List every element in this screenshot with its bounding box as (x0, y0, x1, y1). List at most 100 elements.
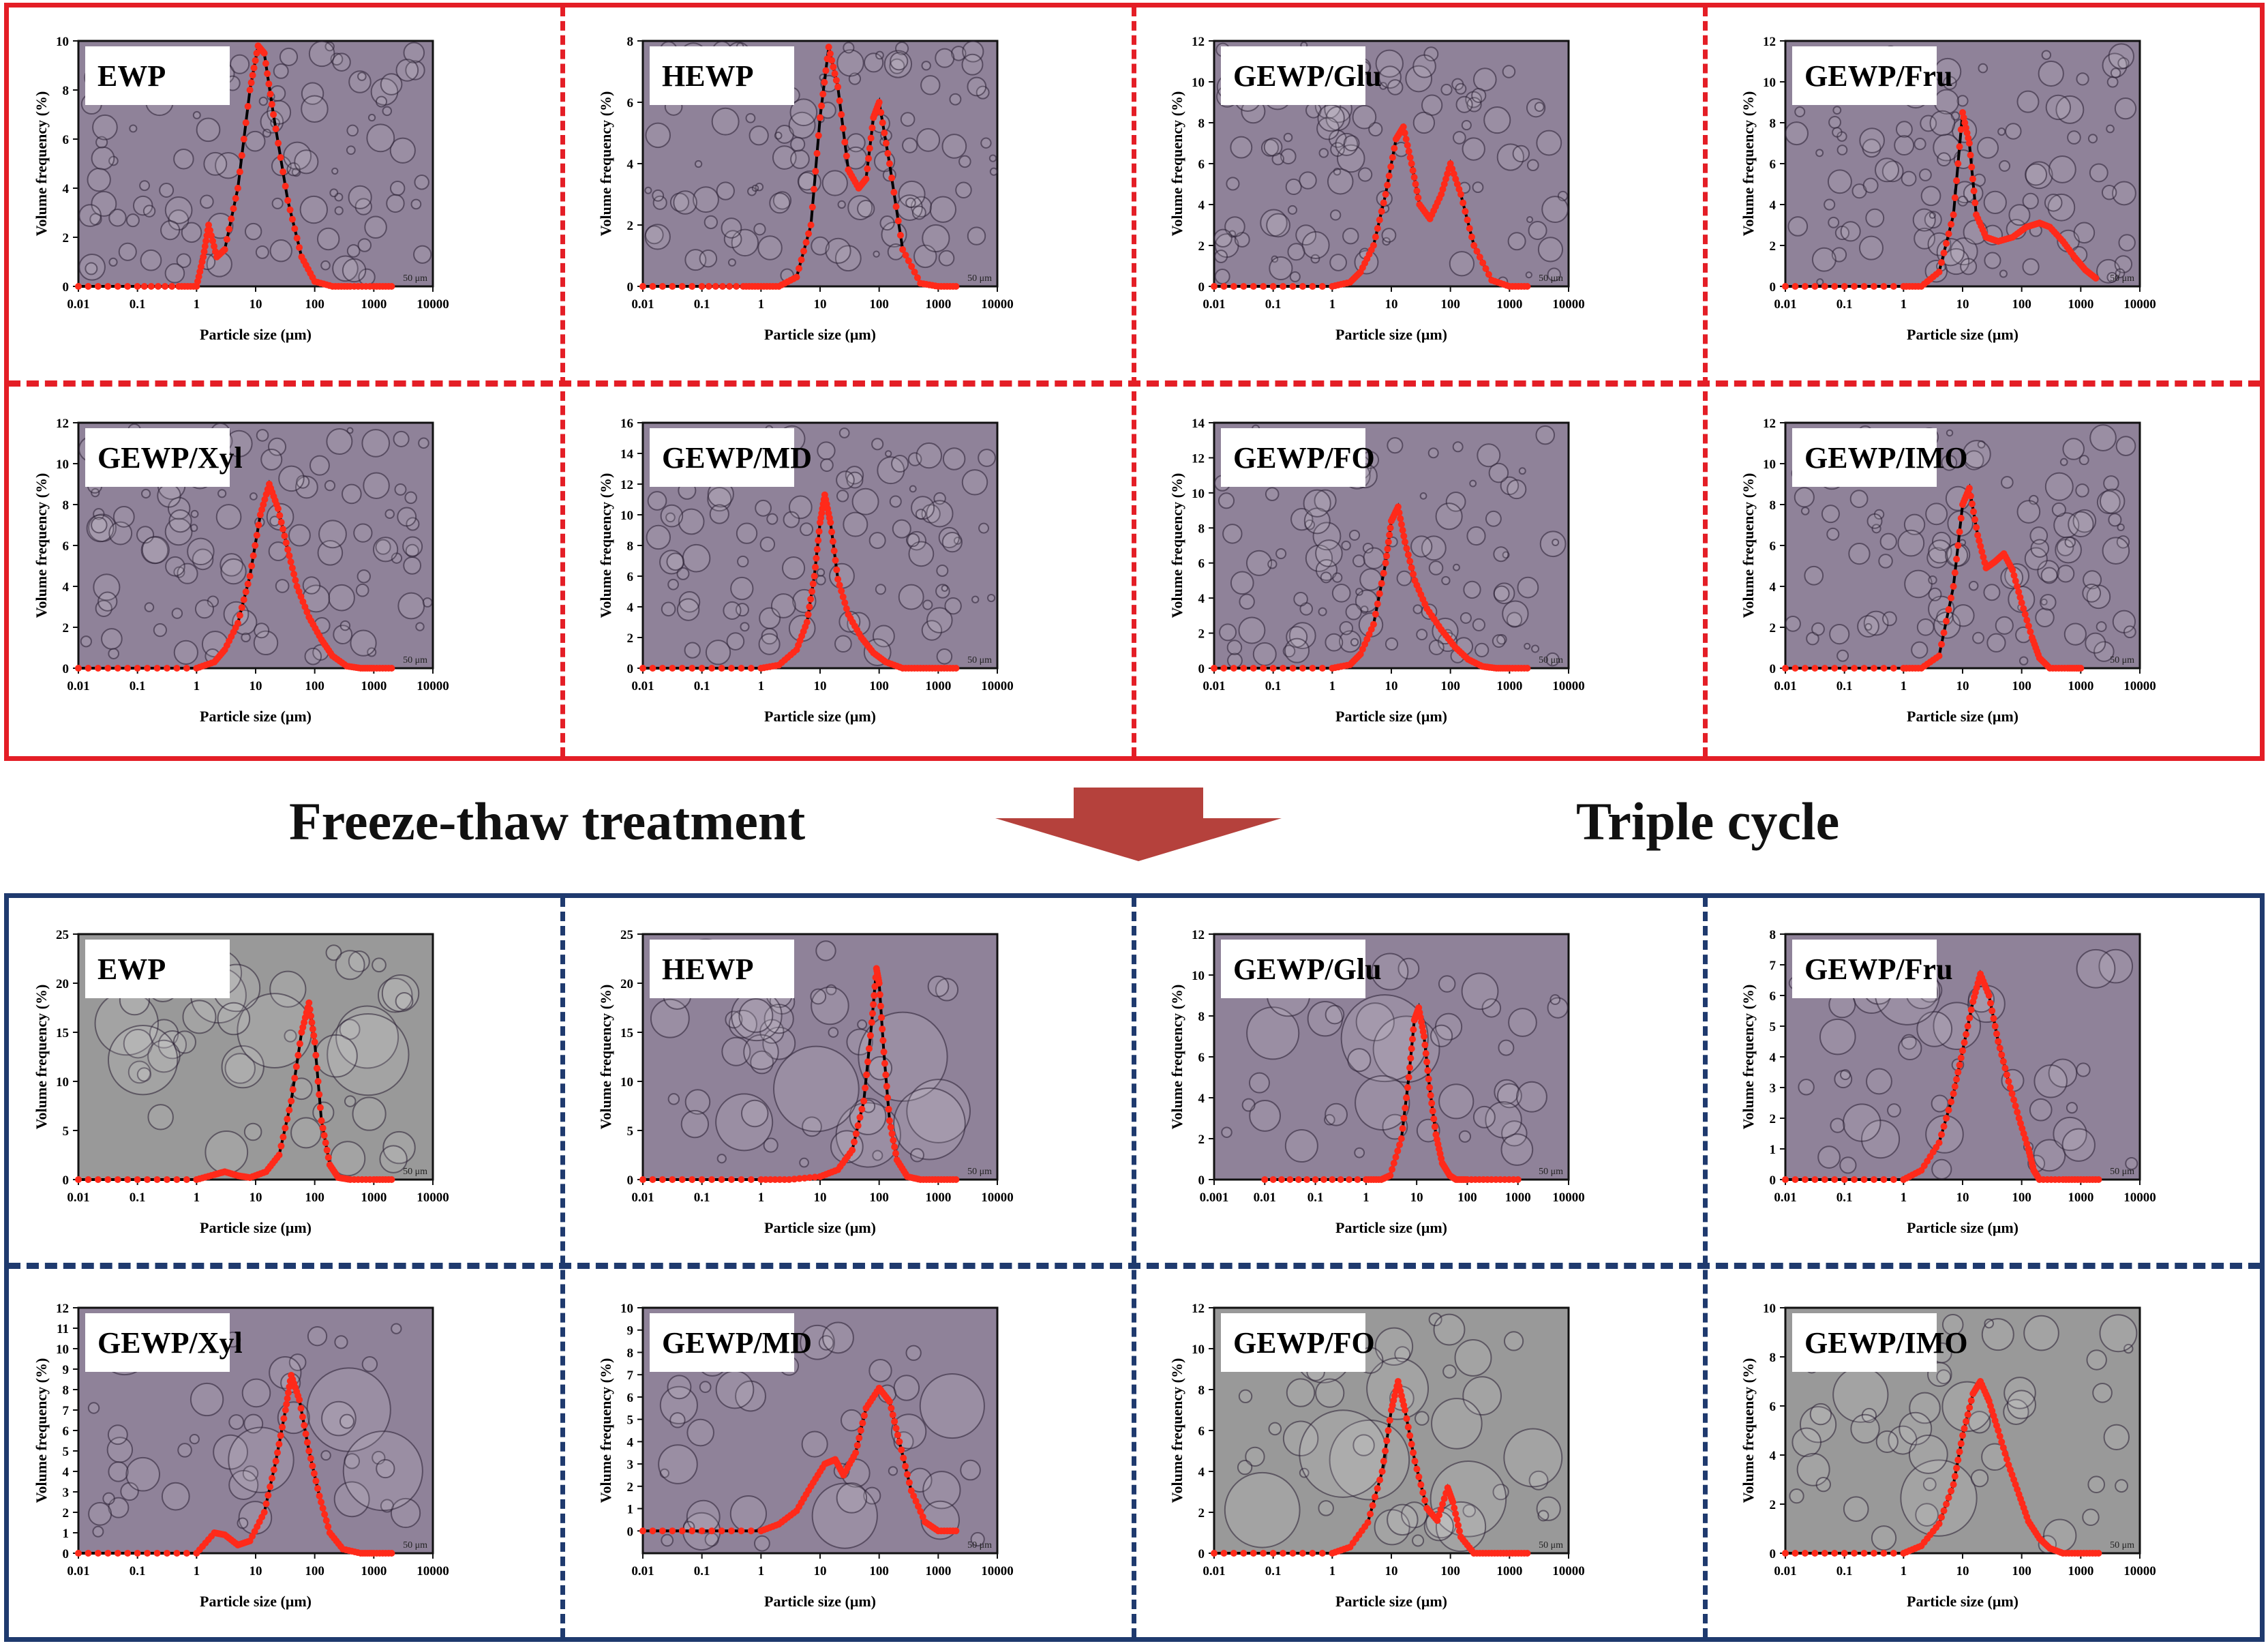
y-axis-label: Volume frequency (%) (597, 91, 614, 237)
data-point (162, 283, 169, 290)
data-point (322, 1139, 329, 1146)
droplet (1428, 560, 1444, 575)
data-point (678, 1527, 686, 1535)
scale-bar-label: 50 μm (967, 655, 992, 665)
down-arrow-icon (995, 788, 1282, 861)
droplet (820, 458, 834, 473)
panel-after-GEWP-FO: 0 2 4 6 8 10 12 0.01 0.1 1 10 100 1000 10000 Particle … (1149, 1280, 1695, 1635)
y-tick-label: 0 (1198, 1173, 1205, 1188)
x-axis-label: Particle size (μm) (1335, 1219, 1447, 1236)
droplet (667, 1093, 680, 1105)
title-box (650, 428, 794, 487)
droplet (2044, 472, 2074, 501)
droplet (927, 975, 950, 998)
data-point (144, 1176, 151, 1183)
data-point (860, 1412, 868, 1420)
data-point (1938, 1514, 1946, 1521)
data-point (1220, 283, 1228, 290)
droplet (372, 957, 387, 973)
data-point (886, 160, 893, 167)
droplet (258, 96, 269, 106)
y-tick-label: 10 (56, 35, 69, 49)
panel-after-HEWP: 0 5 10 15 20 25 0.01 0.1 1 10 100 1000 10000 Particle… (578, 907, 1123, 1261)
data-point (825, 44, 832, 50)
y-tick-label: 2 (627, 631, 634, 646)
droplet (413, 245, 432, 264)
droplet (1488, 462, 1509, 483)
sample-title: GEWP/FO (1233, 441, 1375, 475)
data-point (267, 91, 274, 98)
data-point (1250, 665, 1257, 672)
data-point (275, 1152, 283, 1158)
data-point (114, 1176, 121, 1183)
droplet (895, 42, 909, 56)
data-point (1963, 1418, 1970, 1425)
data-point (1440, 181, 1448, 188)
data-point (1428, 1100, 1436, 1107)
droplet (2008, 204, 2031, 226)
data-point (903, 1471, 911, 1478)
droplet (205, 1130, 249, 1174)
droplet (1798, 1079, 1815, 1096)
droplet (941, 532, 963, 553)
panel-after-EWP: 0 5 10 15 20 25 0.01 0.1 1 10 100 1000 10000 Particle… (14, 907, 559, 1261)
droplet (346, 124, 359, 137)
data-point (286, 206, 294, 213)
data-point (2025, 623, 2032, 629)
data-point (836, 582, 843, 589)
data-point (104, 1550, 112, 1557)
droplet (2099, 488, 2126, 514)
data-point (718, 1176, 725, 1183)
droplet (147, 1039, 181, 1073)
droplet (2116, 535, 2130, 549)
droplet (800, 1324, 835, 1360)
x-tick-label: 1000 (925, 297, 951, 312)
y-tick-label: 12 (620, 478, 633, 492)
droplet (92, 1525, 104, 1538)
y-tick-label: 15 (620, 1026, 633, 1040)
droplet (2073, 222, 2096, 244)
data-point (1951, 569, 1959, 576)
panel-after-GEWP-Fru: 0 1 2 3 4 5 6 7 8 0.01 0.1 1 10 100 1000 10000 Particle … (1721, 907, 2266, 1261)
droplet (1230, 571, 1254, 595)
droplet (327, 1013, 410, 1096)
droplet (220, 558, 247, 585)
droplet (1327, 168, 1354, 195)
droplet (1531, 644, 1540, 653)
droplet (1931, 1094, 1949, 1113)
data-point (1387, 163, 1395, 170)
data-point (1841, 1550, 1848, 1557)
data-point (1943, 1501, 1950, 1508)
droplet (1445, 492, 1466, 512)
droplet (173, 640, 198, 665)
data-point (234, 620, 241, 627)
data-point (1476, 254, 1483, 260)
droplet (935, 978, 959, 1002)
data-point (312, 1478, 320, 1484)
droplet (935, 48, 955, 68)
droplet (800, 522, 814, 537)
data-point (1387, 1172, 1394, 1179)
data-point (1220, 1550, 1228, 1557)
droplet (801, 1430, 828, 1458)
data-point (914, 1503, 922, 1510)
droplet (645, 122, 671, 149)
droplet (237, 1517, 249, 1529)
data-point (839, 125, 847, 132)
data-point (272, 1458, 279, 1465)
data-point (299, 598, 307, 605)
droplet (1524, 642, 1531, 650)
data-point (887, 1124, 894, 1131)
droplet (361, 429, 391, 458)
data-point (1995, 1427, 2002, 1434)
x-tick-label: 1 (1901, 679, 1907, 693)
data-point (200, 248, 208, 255)
droplet (890, 52, 909, 71)
droplet (2022, 192, 2039, 209)
data-point (324, 1523, 332, 1530)
y-tick-label: 0 (627, 280, 634, 295)
droplet (403, 42, 425, 64)
droplet (361, 1356, 378, 1373)
droplet (108, 648, 119, 659)
droplet (1536, 130, 1562, 156)
